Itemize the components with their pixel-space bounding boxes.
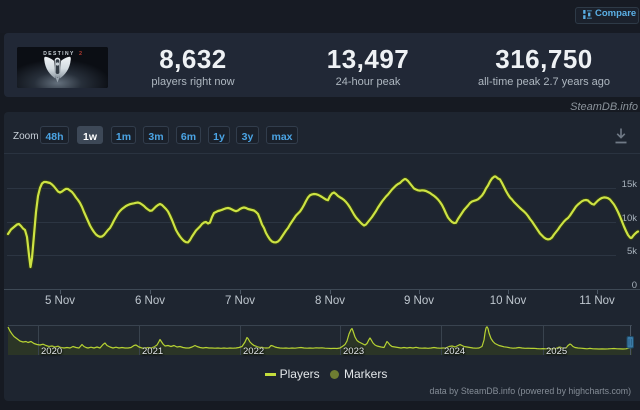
svg-text:2: 2 [79, 51, 82, 57]
svg-text:DESTINY: DESTINY [43, 51, 74, 57]
